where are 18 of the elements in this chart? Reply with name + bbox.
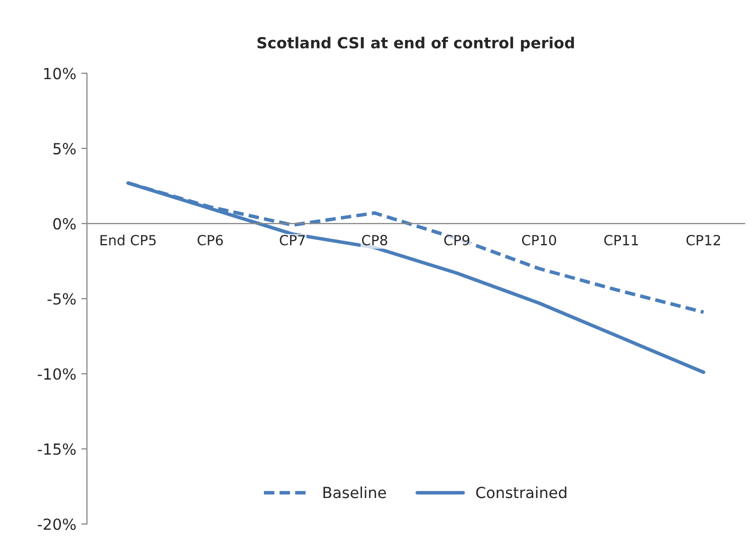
y-tick-label: -20%	[38, 518, 76, 530]
y-tick-label: 5%	[53, 142, 76, 154]
x-tick-label: CP9	[444, 234, 470, 246]
y-tick-label: 0%	[53, 218, 76, 230]
x-tick-label: End CP5	[100, 234, 156, 246]
x-tick-label: CP11	[604, 234, 638, 246]
x-tick-label: CP10	[522, 234, 556, 246]
y-tick-label: -5%	[48, 293, 76, 305]
x-tick-label: CP6	[198, 234, 223, 246]
x-tick-label: CP8	[362, 234, 388, 246]
legend-label: Baseline	[323, 486, 386, 498]
chart-title: Scotland CSI at end of control period	[258, 36, 574, 52]
x-tick-label: CP12	[686, 234, 720, 246]
legend-label: Constrained	[476, 486, 566, 498]
y-tick-label: 10%	[44, 68, 76, 80]
y-tick-label: -10%	[38, 368, 76, 380]
y-tick-label: -15%	[38, 443, 76, 455]
x-tick-label: CP7	[280, 234, 305, 246]
